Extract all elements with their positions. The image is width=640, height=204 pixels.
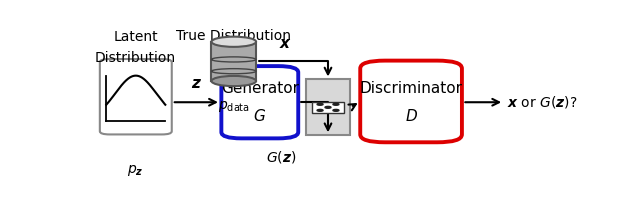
Circle shape [317, 103, 323, 105]
FancyBboxPatch shape [100, 59, 172, 134]
Text: Latent: Latent [113, 30, 158, 44]
Text: Discriminator: Discriminator [360, 81, 463, 96]
Text: $G$: $G$ [253, 108, 266, 124]
Text: $\boldsymbol{x}$ or $G(\boldsymbol{z})$?: $\boldsymbol{x}$ or $G(\boldsymbol{z})$? [507, 94, 577, 110]
FancyBboxPatch shape [306, 80, 350, 135]
FancyBboxPatch shape [360, 61, 462, 142]
Text: $\boldsymbol{z}$: $\boldsymbol{z}$ [191, 76, 202, 91]
Circle shape [325, 106, 331, 108]
Text: Distribution: Distribution [95, 51, 176, 64]
Ellipse shape [211, 76, 256, 86]
Ellipse shape [211, 37, 256, 47]
FancyBboxPatch shape [312, 102, 344, 113]
Text: $D$: $D$ [404, 108, 417, 124]
Text: $p_{\mathrm{data}}$: $p_{\mathrm{data}}$ [218, 99, 250, 114]
Circle shape [333, 109, 339, 111]
Text: $G(\boldsymbol{z})$: $G(\boldsymbol{z})$ [266, 149, 296, 165]
Text: $p_{\boldsymbol{z}}$: $p_{\boldsymbol{z}}$ [127, 163, 144, 178]
Text: True Distribution: True Distribution [176, 29, 291, 43]
Text: Generator: Generator [221, 81, 299, 96]
FancyBboxPatch shape [211, 42, 256, 81]
FancyBboxPatch shape [221, 66, 298, 138]
Circle shape [317, 109, 323, 111]
Text: $\boldsymbol{x}$: $\boldsymbol{x}$ [280, 36, 292, 51]
Circle shape [333, 103, 339, 105]
